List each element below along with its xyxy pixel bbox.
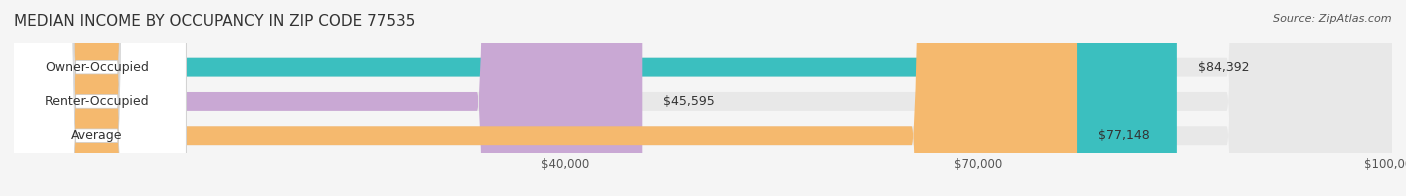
FancyBboxPatch shape	[14, 0, 1077, 196]
Text: $84,392: $84,392	[1198, 61, 1249, 74]
Text: $45,595: $45,595	[664, 95, 714, 108]
FancyBboxPatch shape	[14, 0, 1392, 196]
FancyBboxPatch shape	[14, 0, 1177, 196]
FancyBboxPatch shape	[14, 0, 1392, 196]
FancyBboxPatch shape	[14, 0, 1392, 196]
FancyBboxPatch shape	[7, 0, 187, 196]
Text: MEDIAN INCOME BY OCCUPANCY IN ZIP CODE 77535: MEDIAN INCOME BY OCCUPANCY IN ZIP CODE 7…	[14, 14, 415, 29]
Text: Source: ZipAtlas.com: Source: ZipAtlas.com	[1274, 14, 1392, 24]
FancyBboxPatch shape	[7, 0, 187, 196]
Text: Owner-Occupied: Owner-Occupied	[45, 61, 149, 74]
Text: $77,148: $77,148	[1098, 129, 1150, 142]
Text: Renter-Occupied: Renter-Occupied	[45, 95, 149, 108]
FancyBboxPatch shape	[14, 0, 643, 196]
Text: Average: Average	[70, 129, 122, 142]
FancyBboxPatch shape	[7, 0, 187, 196]
